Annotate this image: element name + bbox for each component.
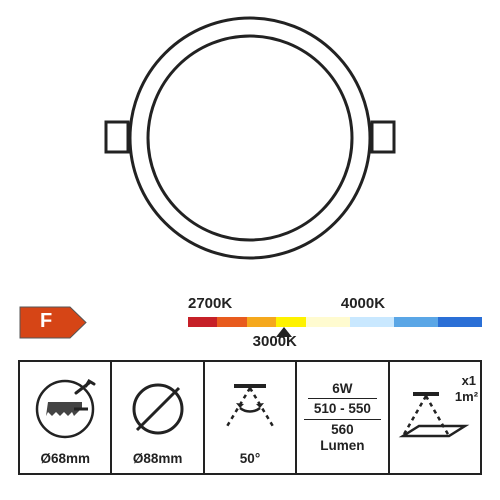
coverage-area-label: 1m² (455, 389, 478, 404)
cct-segment (188, 317, 217, 327)
lumen-range-label: 510 - 550 (304, 401, 382, 420)
cct-segment (306, 317, 350, 327)
spec-cell-power: 6W 510 - 550 560 Lumen (297, 362, 389, 473)
cct-segment (217, 317, 246, 327)
cct-segment (350, 317, 394, 327)
cct-segment (247, 317, 276, 327)
energy-rating-letter: F (40, 310, 52, 333)
spec-cell-outersize: Ø88mm (112, 362, 204, 473)
cct-label-4000k: 4000K (341, 295, 385, 312)
watt-label: 6W (308, 381, 377, 400)
beam-label: 50° (240, 451, 260, 467)
color-temperature-scale: 2700K 4000K 3000K (188, 295, 482, 350)
lumen-word-label: Lumen (320, 438, 364, 454)
product-outline-diagram (100, 10, 400, 270)
spec-cell-beam: 50° (205, 362, 297, 473)
holesaw-icon (22, 367, 108, 451)
cct-segment (276, 317, 305, 327)
cct-label-3000k: 3000K (253, 333, 297, 350)
coverage-count-label: x1 (462, 373, 476, 388)
spec-grid: Ø68mm Ø88mm 50° 6W 51 (18, 360, 482, 475)
spec-cell-holesize: Ø68mm (20, 362, 112, 473)
energy-rating-badge: F (18, 305, 88, 340)
cct-segment (438, 317, 482, 327)
cct-label-2700k: 2700K (188, 295, 232, 312)
coverage-icon: x1 1m² (392, 367, 478, 467)
outersize-label: Ø88mm (133, 451, 183, 467)
holesize-label: Ø68mm (40, 451, 90, 467)
diameter-icon (114, 367, 200, 451)
cct-segment (394, 317, 438, 327)
beam-angle-icon (207, 367, 293, 451)
spec-cell-coverage: x1 1m² (390, 362, 480, 473)
lumen-max-label: 560 (331, 422, 354, 438)
